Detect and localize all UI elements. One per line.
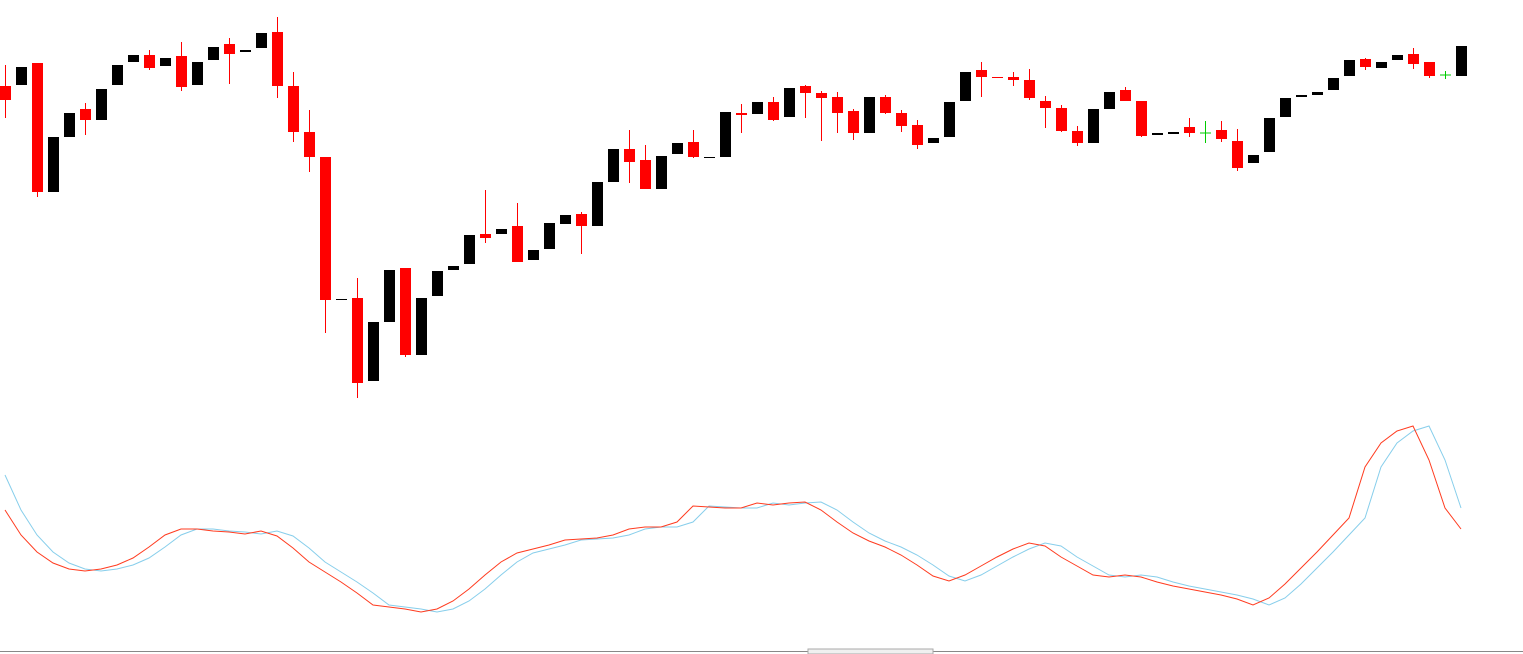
- candle-body: [912, 125, 923, 145]
- candle-body: [1328, 78, 1339, 90]
- candle-body: [128, 55, 139, 62]
- candle-body: [208, 47, 219, 60]
- candle-body: [368, 322, 379, 381]
- candle-body: [64, 113, 75, 137]
- candle-body: [448, 266, 459, 270]
- candle-body: [432, 271, 443, 296]
- candle-body: [0, 86, 11, 100]
- candle-body: [1216, 130, 1227, 139]
- candle-body: [1360, 59, 1371, 67]
- candle-body: [480, 234, 491, 238]
- candle-body: [768, 102, 779, 120]
- candle-body: [1392, 55, 1403, 60]
- candle-body: [976, 70, 987, 77]
- candle-body: [96, 89, 107, 120]
- candle-body: [336, 299, 347, 300]
- candle-body: [1312, 92, 1323, 95]
- candle-body: [560, 215, 571, 224]
- candle-body: [1040, 101, 1051, 108]
- candle-body: [800, 86, 811, 93]
- scrollbar-thumb[interactable]: [807, 648, 934, 654]
- candle-body: [672, 143, 683, 154]
- candle-body: [528, 250, 539, 260]
- oscillator-line: [4, 425, 1462, 613]
- candle-body: [1424, 62, 1435, 76]
- candle-body: [1120, 90, 1131, 101]
- candle-body: [992, 77, 1003, 78]
- candle-body: [304, 132, 315, 157]
- candle-body: [112, 65, 123, 85]
- candle-body: [688, 142, 699, 157]
- candle-body: [1184, 127, 1195, 133]
- candle-body: [848, 111, 859, 133]
- candle-body: [1136, 101, 1147, 136]
- candle-body: [1376, 62, 1387, 68]
- candle-body: [624, 149, 635, 162]
- candle-body: [832, 97, 843, 113]
- candle-body: [272, 32, 283, 86]
- candle-body: [544, 223, 555, 249]
- candle-body: [256, 33, 267, 48]
- candle-body: [1264, 118, 1275, 152]
- candle-body: [1296, 95, 1307, 97]
- candle-body: [384, 270, 395, 322]
- candle-body: [928, 138, 939, 143]
- candle-body: [48, 137, 59, 192]
- candle-body: [512, 226, 523, 262]
- candle-body: [816, 93, 827, 98]
- candle-body: [752, 102, 763, 114]
- candle-body: [1232, 141, 1243, 168]
- candle-body: [1280, 98, 1291, 117]
- candle-body: [736, 113, 747, 115]
- candle-body: [1168, 132, 1179, 134]
- candle-body: [224, 44, 235, 54]
- candle-body: [1056, 108, 1067, 131]
- candle-body: [656, 156, 667, 189]
- candle-body: [1408, 54, 1419, 64]
- candle-body: [416, 298, 427, 355]
- candle-body: [1024, 80, 1035, 98]
- candle-body: [1248, 155, 1259, 163]
- candle-body: [160, 58, 171, 66]
- candle-body: [240, 50, 251, 52]
- candle-body: [1088, 109, 1099, 143]
- candle-body: [960, 72, 971, 101]
- candle-body: [496, 229, 507, 234]
- candle-body: [400, 268, 411, 355]
- candle-body: [1152, 133, 1163, 135]
- candle-body: [288, 86, 299, 132]
- candle-body: [192, 62, 203, 85]
- candle-body: [32, 63, 43, 192]
- candle-body: [1072, 131, 1083, 143]
- candle-body: [720, 112, 731, 157]
- candle-body: [592, 182, 603, 226]
- candle-body: [176, 56, 187, 87]
- candle-body: [576, 214, 587, 226]
- candle-body: [944, 102, 955, 137]
- candle-body: [352, 298, 363, 383]
- candle-body: [80, 109, 91, 120]
- candle-body: [1008, 77, 1019, 80]
- candle-body: [1344, 60, 1355, 76]
- candle-body: [144, 55, 155, 68]
- candle-body: [784, 88, 795, 117]
- candle-body: [864, 97, 875, 133]
- candle-body: [1104, 92, 1115, 109]
- candle-body: [896, 113, 907, 126]
- candle-body: [464, 235, 475, 264]
- candle-body: [320, 157, 331, 300]
- candle-body: [16, 67, 27, 85]
- candle-body: [880, 97, 891, 113]
- candle-body: [704, 157, 715, 158]
- candle-body: [1456, 46, 1467, 76]
- candle-body: [608, 149, 619, 182]
- candle-body: [640, 160, 651, 189]
- oscillator-line: [4, 425, 1462, 613]
